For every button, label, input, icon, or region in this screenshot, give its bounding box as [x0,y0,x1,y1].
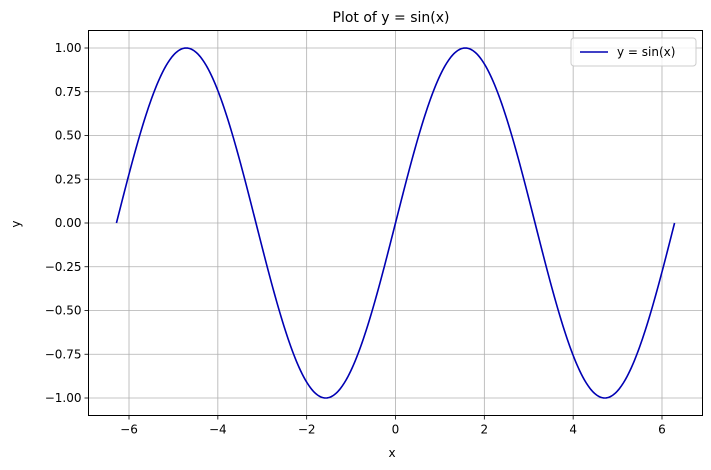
y-tick-label: 1.00 [55,41,82,55]
y-tick-label: 0.00 [55,216,82,230]
x-tick-label: −6 [120,423,138,437]
grid-layer [88,30,703,416]
x-tick-label: 6 [658,423,666,437]
y-tick-label: −0.50 [45,304,82,318]
y-tick-label: −0.75 [45,347,82,361]
y-tick-label: 0.75 [55,85,82,99]
x-axis-label: x [388,446,395,460]
x-tick-label: −4 [209,423,227,437]
y-tick-label: 0.50 [55,129,82,143]
legend: y = sin(x) [570,37,697,67]
y-tick-label: 0.25 [55,172,82,186]
x-tick-label: 0 [392,423,400,437]
chart-title: Plot of y = sin(x) [333,10,450,26]
legend-box [570,37,697,67]
legend-label: y = sin(x) [617,45,675,59]
x-tick-label: 4 [569,423,577,437]
y-tick-label: −0.25 [45,260,82,274]
x-tick-label: 2 [481,423,489,437]
x-tick-label: −2 [298,423,316,437]
y-tick-label: −1.00 [45,391,82,405]
sine-series-line [115,47,676,399]
series-layer [115,47,676,399]
y-axis-label: y [9,220,23,227]
tick-layer: −6 −4 −2 0 2 4 6 −1.00 −0.75 −0.50 −0.25 0.00 0.25 0.… [45,41,666,437]
